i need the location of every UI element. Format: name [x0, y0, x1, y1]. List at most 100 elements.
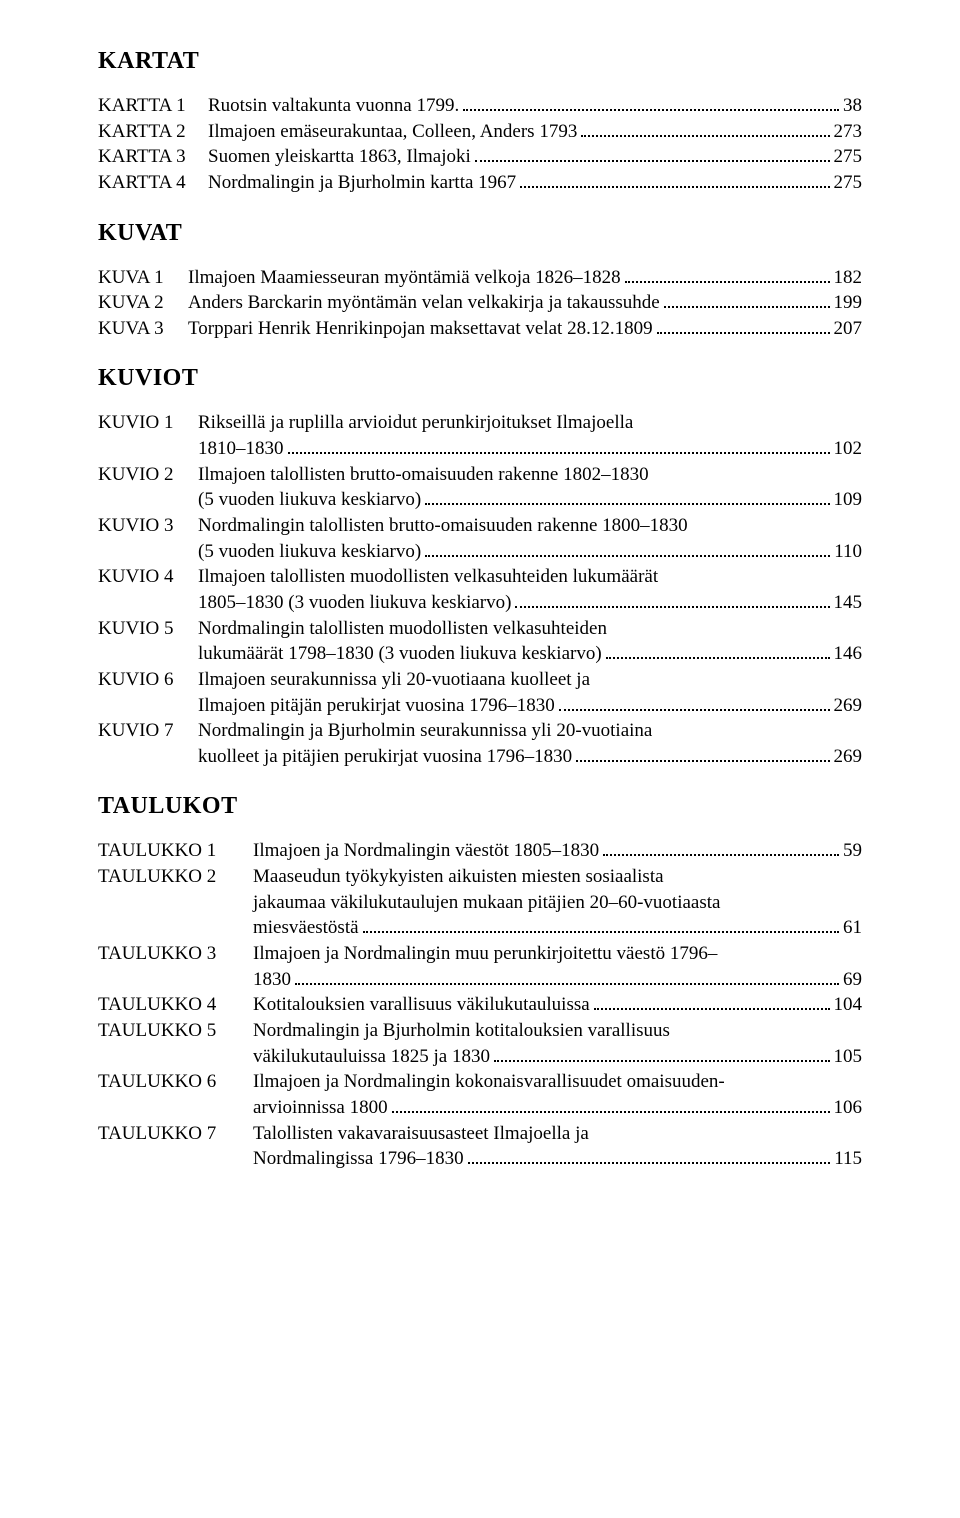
entry-text: Ruotsin valtakunta vuonna 1799.: [208, 93, 459, 119]
entry-text-line2: jakaumaa väkilukutaulujen mukaan pitäjie…: [253, 890, 862, 916]
dot-leader: [392, 1096, 830, 1113]
entry-label: TAULUKKO 1: [98, 838, 253, 864]
dot-leader: [295, 968, 839, 985]
entry-page: 61: [843, 915, 862, 941]
dot-leader: [468, 1147, 831, 1164]
kuviot-row: KUVIO 7 Nordmalingin ja Bjurholmin seura…: [98, 718, 862, 769]
entry-label: KUVIO 1: [98, 410, 198, 461]
entry-label: KUVIO 2: [98, 462, 198, 513]
entry-text: Nordmalingin ja Bjurholmin kartta 1967: [208, 170, 516, 196]
entry-text: Kotitalouksien varallisuus väkilukutaulu…: [253, 992, 590, 1018]
entry-page: 109: [834, 487, 863, 513]
dot-leader: [515, 591, 829, 608]
entry-label: KUVIO 4: [98, 564, 198, 615]
dot-leader: [425, 488, 829, 505]
entry-text-line2: Ilmajoen pitäjän perukirjat vuosina 1796…: [198, 693, 555, 719]
taulukot-row: TAULUKKO 6 Ilmajoen ja Nordmalingin koko…: [98, 1069, 862, 1120]
entry-text-line2: arvioinnissa 1800: [253, 1095, 388, 1121]
kuvat-row: KUVA 1 Ilmajoen Maamiesseuran myöntämiä …: [98, 265, 862, 291]
entry-page: 273: [834, 119, 863, 145]
entry-text-line1: Ilmajoen ja Nordmalingin kokonaisvaralli…: [253, 1069, 862, 1095]
entry-text-line2: 1810–1830: [198, 436, 284, 462]
dot-leader: [625, 265, 830, 282]
entry-label: TAULUKKO 4: [98, 992, 253, 1018]
entry-text: Torppari Henrik Henrikinpojan maksettava…: [188, 316, 653, 342]
entry-label: KUVA 1: [98, 265, 188, 291]
entry-text-line1: Nordmalingin talollisten brutto-omaisuud…: [198, 513, 862, 539]
kartat-row: KARTTA 3 Suomen yleiskartta 1863, Ilmajo…: [98, 144, 862, 170]
entry-page: 115: [834, 1146, 862, 1172]
dot-leader: [463, 94, 839, 111]
entry-page: 275: [834, 144, 863, 170]
entry-text: Ilmajoen Maamiesseuran myöntämiä velkoja…: [188, 265, 621, 291]
kuvat-row: KUVA 3 Torppari Henrik Henrikinpojan mak…: [98, 316, 862, 342]
entry-text: Ilmajoen ja Nordmalingin väestöt 1805–18…: [253, 838, 599, 864]
entry-label: TAULUKKO 3: [98, 941, 253, 992]
entry-label: TAULUKKO 7: [98, 1121, 253, 1172]
kuviot-row: KUVIO 6 Ilmajoen seurakunnissa yli 20-vu…: [98, 667, 862, 718]
entry-label: TAULUKKO 5: [98, 1018, 253, 1069]
entry-text-line1: Maaseudun työkykyisten aikuisten miesten…: [253, 864, 862, 890]
entry-label: KUVA 2: [98, 290, 188, 316]
dot-leader: [657, 317, 830, 334]
taulukot-row: TAULUKKO 1 Ilmajoen ja Nordmalingin väes…: [98, 838, 862, 864]
entry-text-line1: Rikseillä ja ruplilla arvioidut perunkir…: [198, 410, 862, 436]
heading-kuvat: KUVAT: [98, 220, 862, 247]
entry-label: KARTTA 1: [98, 93, 208, 119]
taulukot-row: TAULUKKO 2 Maaseudun työkykyisten aikuis…: [98, 864, 862, 941]
entry-label: KARTTA 3: [98, 144, 208, 170]
entry-page: 145: [834, 590, 863, 616]
heading-kartat: KARTAT: [98, 48, 862, 75]
entry-page: 38: [843, 93, 862, 119]
entry-text-line1: Talollisten vakavaraisuusasteet Ilmajoel…: [253, 1121, 862, 1147]
kuviot-row: KUVIO 5 Nordmalingin talollisten muodoll…: [98, 616, 862, 667]
entry-page: 199: [834, 290, 863, 316]
entry-page: 110: [834, 539, 862, 565]
entry-page: 105: [834, 1044, 863, 1070]
entry-page: 275: [834, 170, 863, 196]
dot-leader: [606, 642, 830, 659]
entry-label: KUVIO 6: [98, 667, 198, 718]
entry-label: TAULUKKO 6: [98, 1069, 253, 1120]
kartat-row: KARTTA 2 Ilmajoen emäseurakuntaa, Collee…: [98, 119, 862, 145]
entry-text-line1: Nordmalingin talollisten muodollisten ve…: [198, 616, 862, 642]
entry-text-line2: (5 vuoden liukuva keskiarvo): [198, 539, 421, 565]
entry-label: KUVA 3: [98, 316, 188, 342]
entry-text-line2: 1830: [253, 967, 291, 993]
entry-label: KARTTA 2: [98, 119, 208, 145]
dot-leader: [576, 745, 829, 762]
kuvat-row: KUVA 2 Anders Barckarin myöntämän velan …: [98, 290, 862, 316]
entry-text-line1: Ilmajoen talollisten brutto-omaisuuden r…: [198, 462, 862, 488]
section-kuviot: KUVIOT KUVIO 1 Rikseillä ja ruplilla arv…: [98, 365, 862, 769]
entry-text-line1: Ilmajoen ja Nordmalingin muu perunkirjoi…: [253, 941, 862, 967]
dot-leader: [664, 291, 830, 308]
dot-leader: [603, 839, 839, 856]
entry-text: Anders Barckarin myöntämän velan velkaki…: [188, 290, 660, 316]
kuviot-row: KUVIO 1 Rikseillä ja ruplilla arvioidut …: [98, 410, 862, 461]
kuviot-row: KUVIO 2 Ilmajoen talollisten brutto-omai…: [98, 462, 862, 513]
entry-page: 59: [843, 838, 862, 864]
section-kuvat: KUVAT KUVA 1 Ilmajoen Maamiesseuran myön…: [98, 220, 862, 342]
entry-text-line2: väkilukutauluissa 1825 ja 1830: [253, 1044, 490, 1070]
section-taulukot: TAULUKOT TAULUKKO 1 Ilmajoen ja Nordmali…: [98, 793, 862, 1171]
heading-taulukot: TAULUKOT: [98, 793, 862, 820]
document-page: KARTAT KARTTA 1 Ruotsin valtakunta vuonn…: [0, 0, 960, 1256]
entry-page: 69: [843, 967, 862, 993]
heading-kuviot: KUVIOT: [98, 365, 862, 392]
kuviot-row: KUVIO 3 Nordmalingin talollisten brutto-…: [98, 513, 862, 564]
entry-label: KUVIO 7: [98, 718, 198, 769]
kartat-row: KARTTA 1 Ruotsin valtakunta vuonna 1799.…: [98, 93, 862, 119]
entry-text-line3: miesväestöstä: [253, 915, 359, 941]
entry-text-line1: Nordmalingin ja Bjurholmin seurakunnissa…: [198, 718, 862, 744]
entry-text-line2: Nordmalingissa 1796–1830: [253, 1146, 464, 1172]
entry-page: 207: [834, 316, 863, 342]
dot-leader: [581, 120, 829, 137]
section-kartat: KARTAT KARTTA 1 Ruotsin valtakunta vuonn…: [98, 48, 862, 196]
entry-text-line1: Nordmalingin ja Bjurholmin kotitalouksie…: [253, 1018, 862, 1044]
dot-leader: [494, 1044, 830, 1061]
entry-text-line1: Ilmajoen seurakunnissa yli 20-vuotiaana …: [198, 667, 862, 693]
entry-page: 104: [834, 992, 863, 1018]
entry-label: KARTTA 4: [98, 170, 208, 196]
entry-label: KUVIO 3: [98, 513, 198, 564]
entry-label: TAULUKKO 2: [98, 864, 253, 941]
